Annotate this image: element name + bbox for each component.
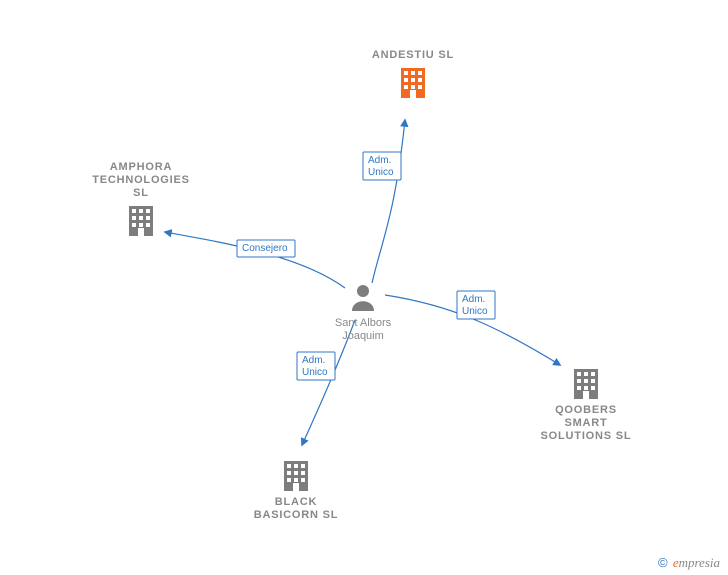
watermark-rest: mpresia — [679, 555, 720, 570]
copyright-symbol: © — [658, 555, 668, 570]
node-label: SL — [133, 187, 149, 199]
edge-label: Adm. — [302, 355, 325, 366]
edge-label: Unico — [302, 367, 328, 378]
edge — [372, 120, 405, 283]
edge-label: Consejero — [242, 243, 288, 254]
node-label: AMPHORA — [110, 161, 172, 173]
person-icon — [352, 285, 374, 311]
center-node-label: Joaquim — [342, 330, 384, 342]
node-label: SMART — [564, 417, 607, 429]
edge-label: Adm. — [462, 294, 485, 305]
building-icon — [284, 461, 308, 491]
network-diagram: Adm.UnicoConsejeroAdm.UnicoAdm.UnicoSant… — [0, 0, 728, 575]
watermark: © empresia — [658, 555, 720, 571]
building-icon — [129, 206, 153, 236]
node-label: TECHNOLOGIES — [92, 174, 190, 186]
node-label: ANDESTIU SL — [372, 49, 454, 61]
building-icon — [401, 68, 425, 98]
edge-label: Unico — [462, 306, 488, 317]
node-label: BASICORN SL — [254, 509, 339, 521]
edge-label: Adm. — [368, 155, 391, 166]
node-label: SOLUTIONS SL — [541, 430, 632, 442]
node-label: QOOBERS — [555, 404, 617, 416]
node-label: BLACK — [275, 496, 318, 508]
center-node-label: Sant Albors — [335, 317, 392, 329]
building-icon — [574, 369, 598, 399]
edge-label: Unico — [368, 167, 394, 178]
